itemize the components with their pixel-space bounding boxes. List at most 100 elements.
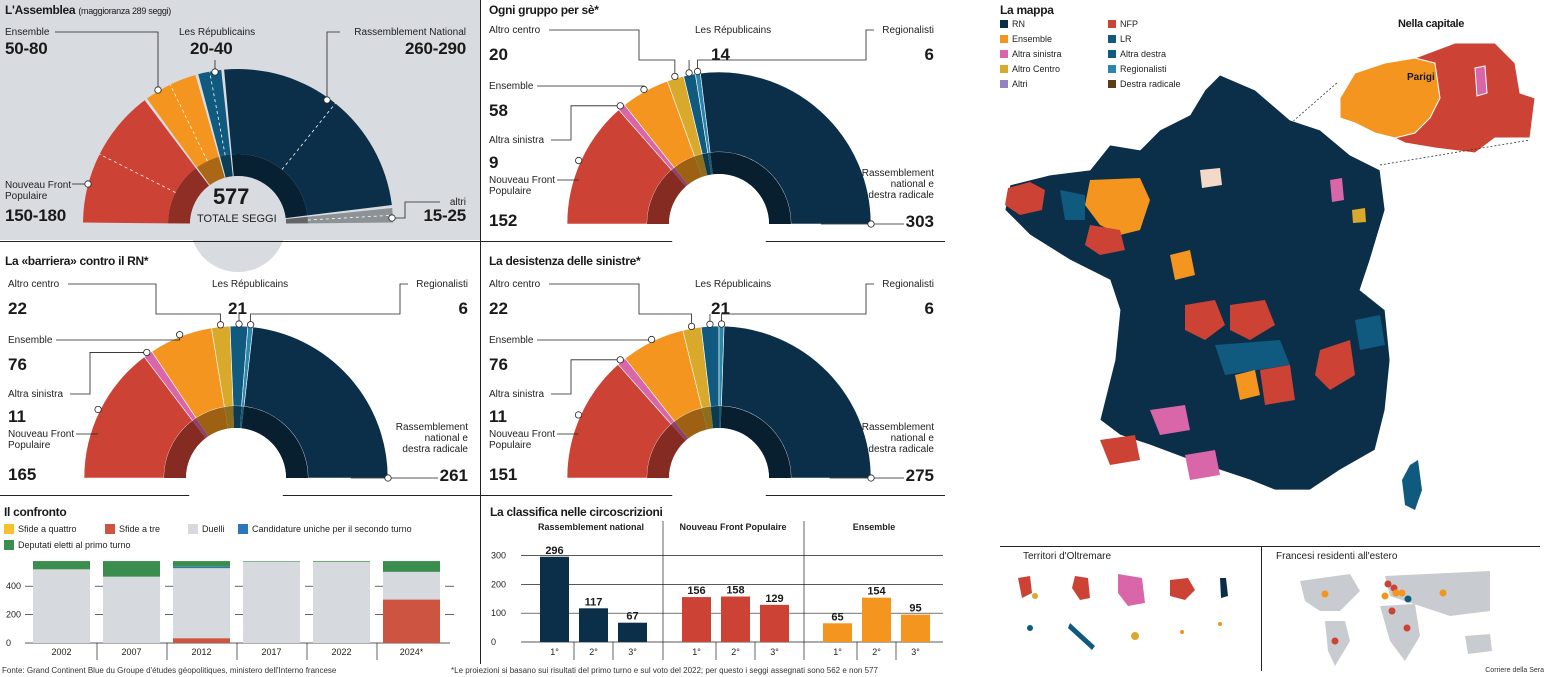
hemicycle-value: 6 [925, 45, 934, 64]
region-west-ensemble [1085, 178, 1150, 235]
map-legend-item: RN [1000, 19, 1025, 29]
region-southwest-nfp [1100, 435, 1140, 465]
leader-line [250, 283, 408, 325]
hemicycle-panel-2: La «barriera» contro il RN* Nouveau Fron… [0, 242, 480, 528]
map-legend-item: Ensemble [1000, 34, 1052, 44]
credit: Corriere della Sera [1485, 667, 1544, 674]
legend-swatch [1000, 65, 1008, 73]
legend-swatch [1108, 20, 1116, 28]
france-map [1004, 74, 1422, 510]
hemicycle-center [669, 428, 769, 528]
bar-value-label: 154 [867, 586, 886, 598]
hemicycle-inner-slice [674, 156, 703, 185]
hemicycle-inner-slice [239, 406, 245, 429]
leader-line [55, 31, 159, 90]
hemicycle-value: 14 [711, 45, 730, 64]
bar-value-label: 117 [585, 596, 603, 608]
leader-dot [648, 335, 656, 344]
confronto-legend-item: Candidature uniche per il secondo turno [238, 524, 412, 534]
bar-segment-duelli [33, 569, 90, 643]
leader-dot [693, 67, 702, 76]
abroad-dot-na [1321, 590, 1329, 598]
hemicycle-label: Regionalisti [416, 279, 468, 290]
assembly-title-text: L'Assemblea [5, 3, 76, 17]
map-legend-item: Altra sinistra [1000, 49, 1062, 59]
assembly-range-marker [99, 153, 176, 193]
source-note: Fonte: Grand Continent Blue du Groupe d'… [2, 666, 337, 675]
region-center3-nfp [1260, 365, 1295, 405]
total-seats-value: 577 [213, 184, 250, 209]
x-tick-label: 2024* [400, 647, 424, 657]
overseas-territories-map [1018, 574, 1228, 650]
bar-ensemble [862, 597, 891, 642]
leader-line [551, 105, 621, 141]
legend-label: Ensemble [1012, 34, 1053, 44]
guadeloupe-islet [1032, 593, 1038, 599]
divider-row1 [0, 241, 945, 242]
hemicycle-inner-slice [702, 152, 712, 176]
region-alps-regionalisti [1355, 315, 1385, 350]
value-altri: 15-25 [423, 206, 467, 225]
hemicycle-label: Nouveau Front [489, 429, 555, 440]
legend-swatch [1108, 65, 1116, 73]
reunion [1170, 578, 1195, 600]
x-tick-label: 2002 [51, 647, 71, 657]
label-rn: Rassemblement National [354, 27, 466, 38]
map-title: La mappa [1000, 3, 1054, 17]
africa [1380, 604, 1420, 661]
hemicycle-inner-slice [647, 424, 686, 478]
hemicycle-inner-slice [720, 406, 791, 478]
region-paris-area [1200, 168, 1222, 188]
leader-dot [384, 474, 392, 482]
region-center-nfp [1185, 300, 1225, 340]
hemicycle-value: 76 [8, 355, 27, 374]
hemicycle-inner-slice [710, 406, 719, 429]
y-tick-label: 300 [491, 551, 506, 561]
map-legend-item: NFP [1108, 19, 1138, 29]
x-tick-label: 3° [911, 647, 920, 657]
divider-vertical-center [480, 0, 481, 664]
x-tick-label: 2° [731, 647, 740, 657]
hemicycle-value: 21 [711, 299, 730, 318]
stbarth [1218, 622, 1222, 626]
assembly-subtitle: (maggioranza 289 seggi) [78, 6, 171, 16]
abroad-dot-sa [1331, 637, 1339, 645]
x-tick-label: 2022 [331, 647, 351, 657]
hemicycle-inner-slice [224, 406, 235, 429]
map-legend-item: Destra radicale [1108, 79, 1181, 89]
y-tick-label: 400 [6, 581, 21, 591]
leader-dot [867, 474, 875, 482]
bar-segment-duelli [103, 576, 160, 643]
abroad-dot-cafrica [1403, 624, 1411, 632]
hemicycle-value: 6 [459, 299, 468, 318]
assembly-inner-slice [285, 216, 308, 224]
paris-inset-map: Parigi [1339, 42, 1536, 154]
abroad-world-map [1300, 571, 1492, 666]
leader-dot [574, 411, 583, 419]
leader-dot [176, 331, 184, 339]
leader-dot [247, 321, 255, 329]
hemicycle-center [669, 174, 769, 274]
legend-label: Duelli [202, 524, 225, 534]
hemicycle-label: national e [891, 179, 935, 190]
x-tick-label: 1° [833, 647, 842, 657]
hemicycle-value: 58 [489, 101, 508, 120]
legend-swatch [105, 524, 115, 534]
hemicycle-label: Altro centro [489, 279, 541, 290]
y-tick-label: 0 [491, 637, 496, 647]
bar-rassemblement-national [618, 622, 647, 642]
bar-value-label: 296 [545, 545, 563, 557]
leader-dot [235, 320, 243, 328]
overseas-title: Territori d'Oltremare [1023, 551, 1112, 562]
region-southeast-nfp [1315, 340, 1355, 390]
hemicycle-value: 6 [925, 299, 934, 318]
legend-swatch [4, 524, 14, 534]
leader-dot [616, 356, 624, 364]
region-east-altro-centro [1352, 208, 1366, 223]
hemicycle-inner-slice [233, 406, 242, 429]
guadeloupe [1018, 576, 1032, 598]
total-seats-label: TOTALE SEGGI [197, 213, 277, 225]
legend-label: Altra destra [1120, 49, 1167, 59]
leader-dot [687, 322, 696, 331]
label-ensemble: Ensemble [5, 27, 50, 38]
